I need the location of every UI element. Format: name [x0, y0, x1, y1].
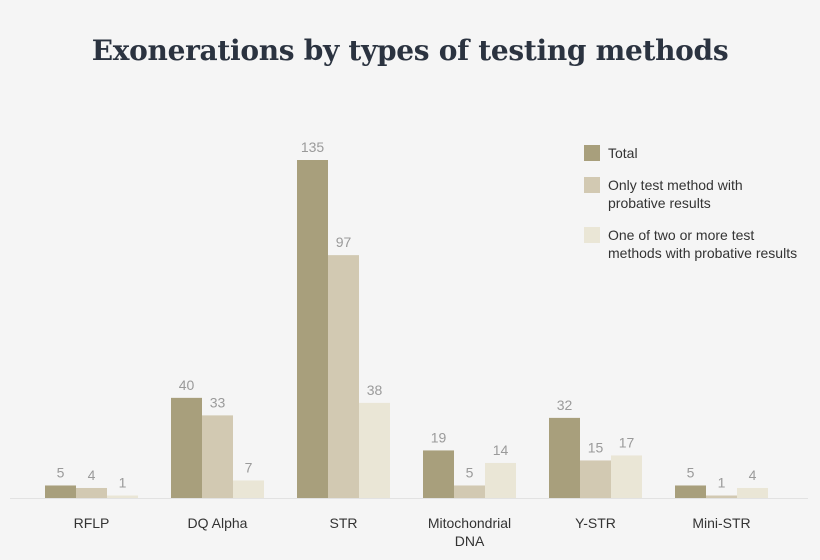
- data-label: 40: [179, 377, 195, 393]
- bar: [297, 160, 328, 498]
- bar: [675, 485, 706, 498]
- data-label: 15: [588, 439, 604, 455]
- data-label: 33: [210, 394, 226, 410]
- x-tick-label: DQ Alpha: [188, 515, 248, 531]
- data-label: 135: [301, 139, 325, 155]
- legend-swatch-one-of-two: [584, 227, 600, 243]
- legend-swatch-total: [584, 145, 600, 161]
- data-label: 5: [687, 464, 695, 480]
- x-tick-label: STR: [330, 515, 358, 531]
- bar: [737, 487, 768, 498]
- data-label: 4: [749, 467, 757, 483]
- legend-swatch-only-test: [584, 177, 600, 193]
- data-label: 5: [57, 464, 65, 480]
- x-tick-label: RFLP: [74, 515, 110, 531]
- bar: [202, 415, 233, 498]
- data-label: 38: [367, 382, 383, 398]
- legend-item-total: Total: [584, 144, 820, 162]
- x-tick-label: DNA: [455, 533, 485, 549]
- x-tick-label: Mitochondrial: [428, 515, 511, 531]
- bar: [359, 402, 390, 498]
- legend-label-total: Total: [608, 145, 638, 161]
- x-tick-label: Y-STR: [575, 515, 616, 531]
- bar: [580, 460, 611, 498]
- bar: [549, 417, 580, 498]
- bar: [45, 485, 76, 498]
- data-label: 7: [245, 459, 253, 475]
- legend-label-only-test-line-1: Only test method with: [608, 177, 743, 193]
- data-label: 17: [619, 434, 635, 450]
- bar: [76, 487, 107, 498]
- data-label: 19: [431, 429, 447, 445]
- bar: [328, 255, 359, 498]
- bar: [611, 455, 642, 498]
- legend: Total Only test method with probative re…: [584, 144, 820, 276]
- x-tick-label: Mini-STR: [692, 515, 750, 531]
- bar: [107, 495, 138, 498]
- data-label: 1: [119, 474, 127, 490]
- chart-title: Exonerations by types of testing methods: [91, 34, 729, 67]
- data-label: 4: [88, 467, 96, 483]
- data-label: 32: [557, 397, 573, 413]
- legend-label-only-test-line-2: probative results: [608, 195, 711, 211]
- data-label: 5: [466, 464, 474, 480]
- bar: [454, 485, 485, 498]
- data-label: 14: [493, 442, 509, 458]
- legend-item-only-test: Only test method with probative results: [584, 176, 820, 212]
- legend-item-one-of-two: One of two or more test methods with pro…: [584, 226, 820, 262]
- bar: [485, 462, 516, 498]
- bar: [423, 450, 454, 498]
- legend-label-one-of-two-line-1: One of two or more test: [608, 227, 755, 243]
- bar: [233, 480, 264, 498]
- legend-label-one-of-two-line-2: methods with probative results: [608, 245, 798, 261]
- bar: [171, 397, 202, 498]
- data-label: 1: [718, 474, 726, 490]
- bar: [706, 495, 737, 498]
- data-label: 97: [336, 234, 352, 250]
